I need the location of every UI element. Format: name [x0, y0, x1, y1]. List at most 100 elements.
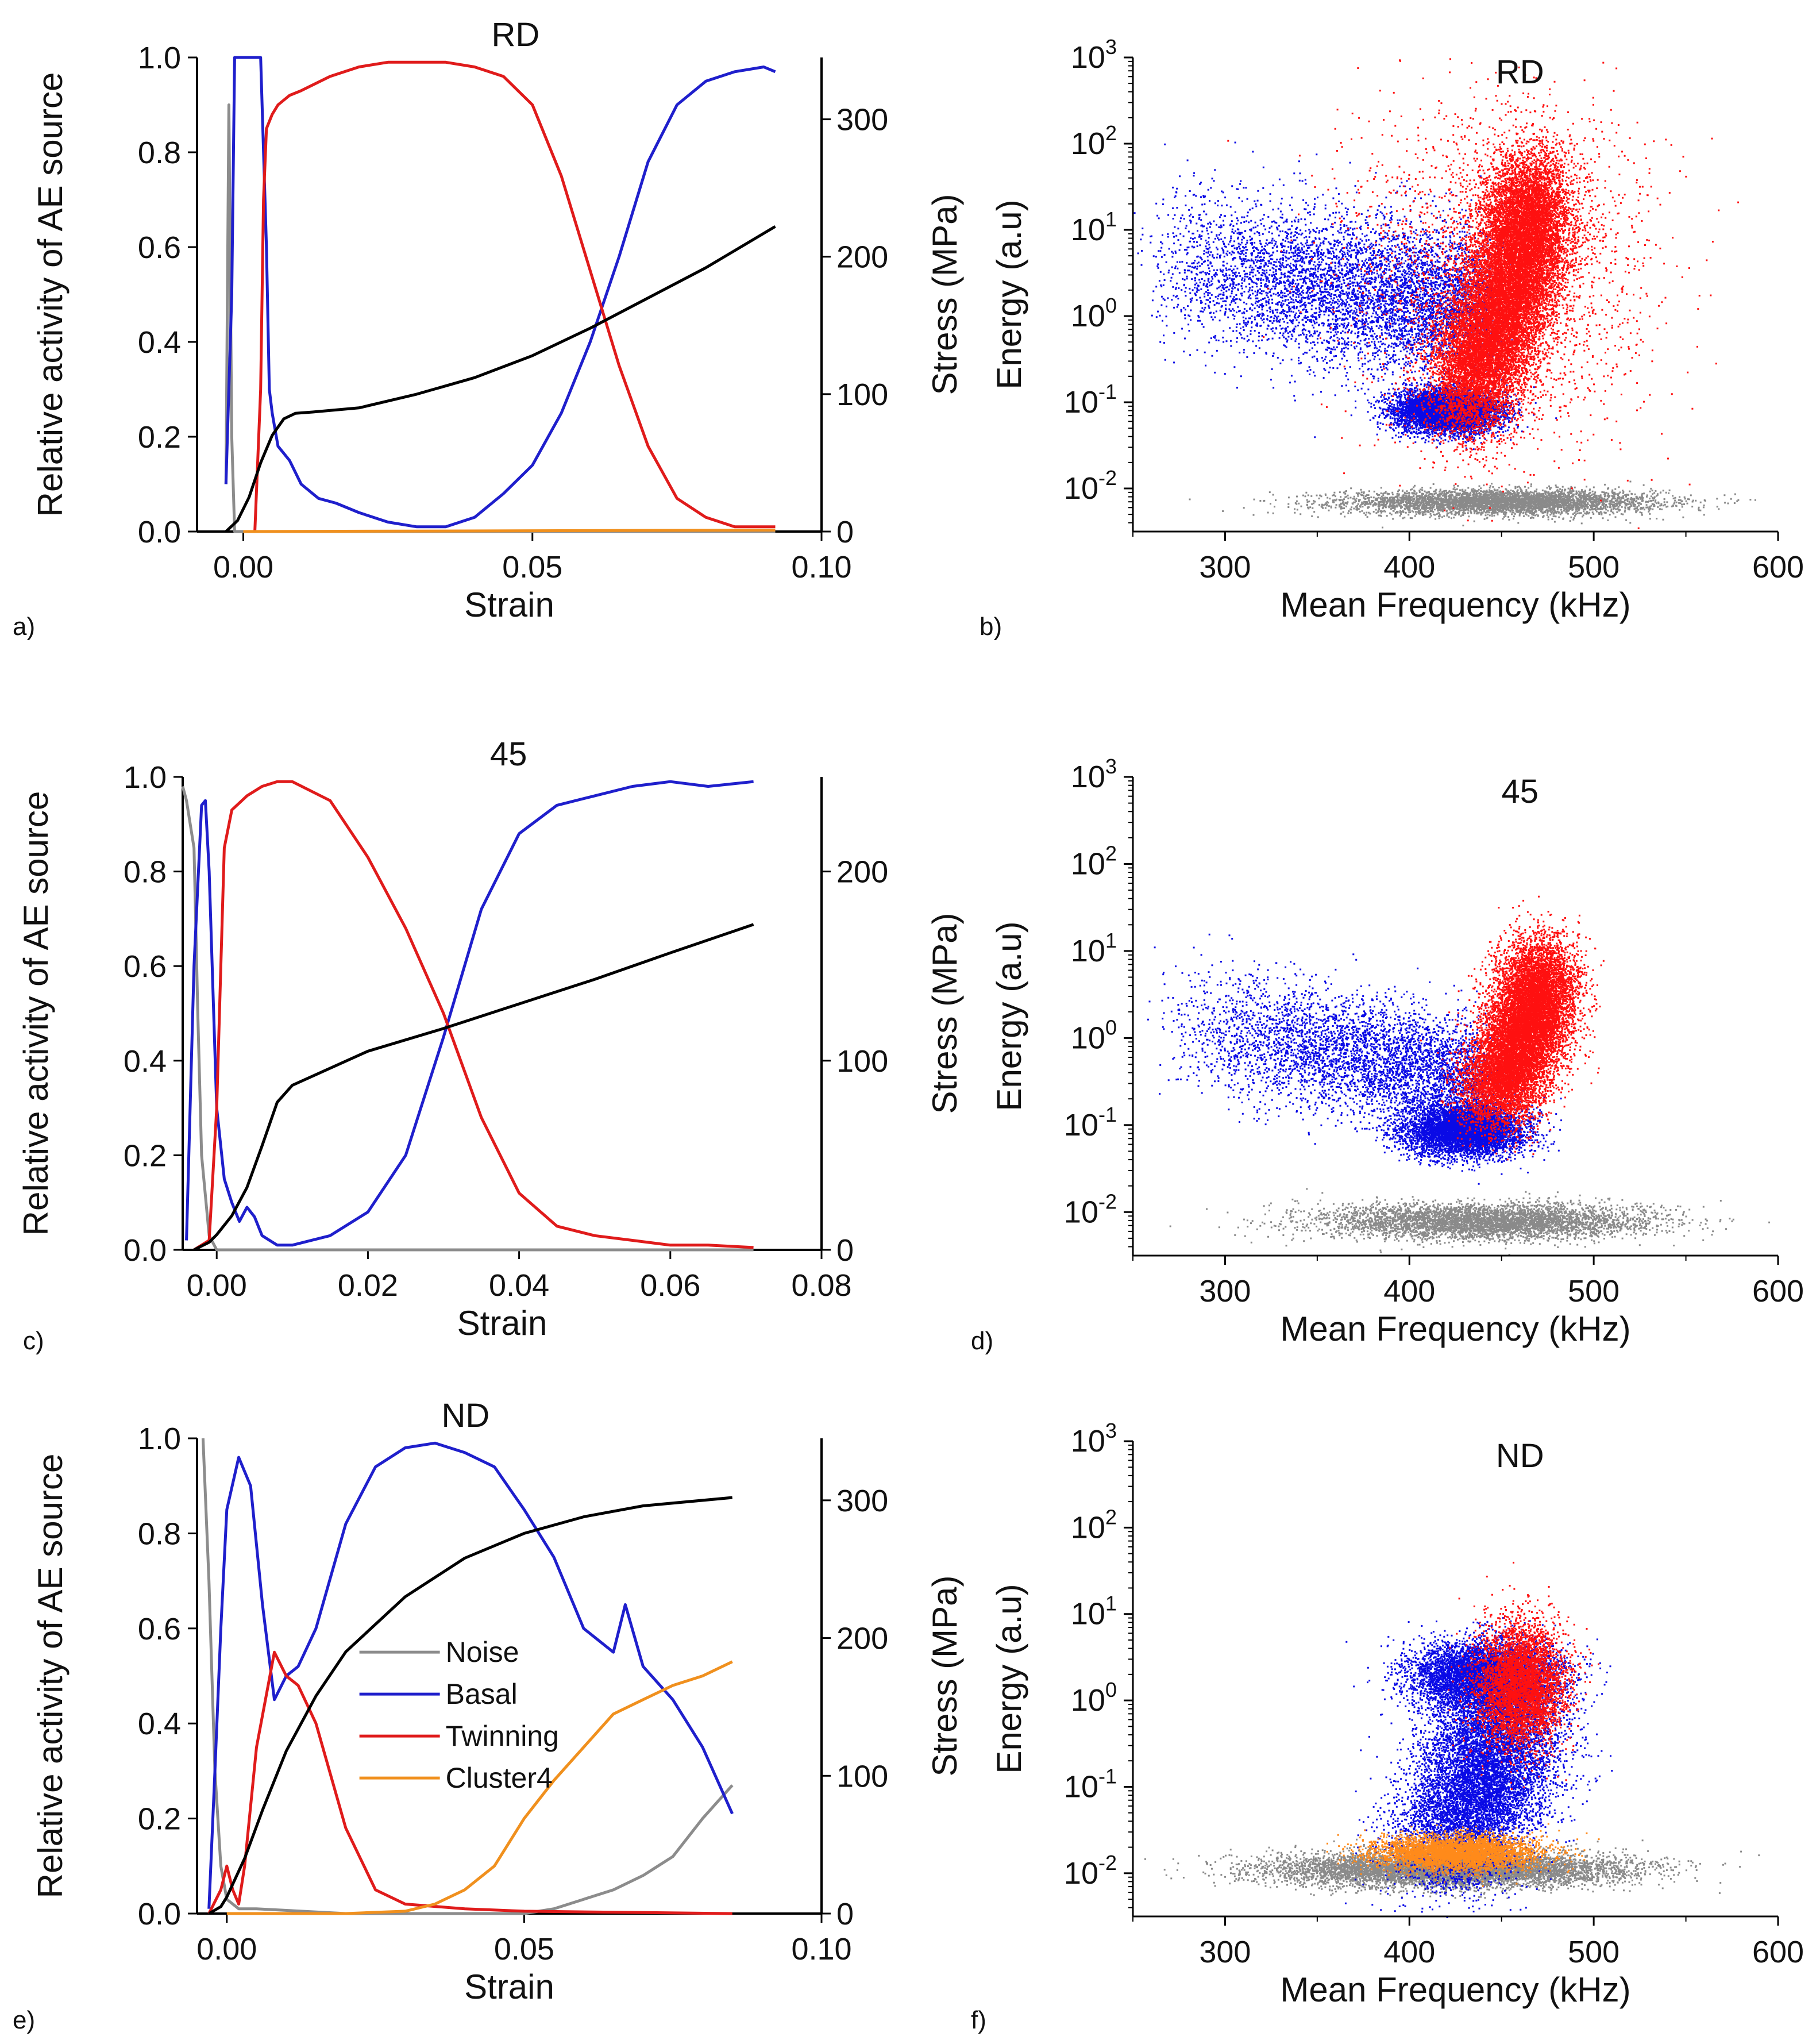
x-tick-label: 0.08	[791, 1268, 851, 1303]
x-axis-label: Mean Frequency (kHz)	[1280, 1970, 1630, 2009]
y-tick-label: 10-2	[1064, 1851, 1117, 1891]
y2-tick-label: 200	[836, 240, 888, 275]
y-tick-label: 10-2	[1064, 466, 1117, 506]
x-axis-label: Mean Frequency (kHz)	[1280, 1310, 1630, 1348]
y-tick-label: 0.6	[124, 949, 167, 984]
y-tick-label: 103	[1071, 1419, 1117, 1458]
x-tick-label: 0.00	[187, 1268, 247, 1303]
x-tick-label: 400	[1383, 1274, 1435, 1308]
x-tick-label: 400	[1383, 550, 1435, 584]
y-tick-label: 10-1	[1064, 380, 1117, 419]
panel-title: 45	[490, 736, 527, 773]
panel-e: 0.0 0.2 0.4 0.6 0.8 1.0 0 100 200 300 0.00 0.05 0.10…	[13, 1397, 964, 2034]
y-tick-label: 0.8	[138, 1516, 181, 1551]
y2-axis-label: Stress (MPa)	[926, 1575, 964, 1776]
y2-tick-label: 200	[836, 1622, 888, 1656]
x-tick-label: 0.05	[494, 1932, 554, 1966]
y-tick-label: 0.0	[138, 1897, 181, 1931]
panel-a: 0.0 0.2 0.4 0.6 0.8 1.0 0 100 200 300 0.00 0.05 0.10…	[13, 16, 964, 641]
y2-tick-label: 200	[836, 855, 888, 890]
y-tick-label: 0.4	[138, 1707, 181, 1741]
y-tick-label: 10-1	[1064, 1764, 1117, 1804]
x-axis-label: Mean Frequency (kHz)	[1280, 586, 1630, 624]
x-axis-label: Strain	[464, 1968, 554, 2006]
y-axis-label: Energy (a.u)	[990, 199, 1028, 389]
y2-tick-label: 0	[836, 1897, 854, 1931]
y-tick-label: 102	[1071, 841, 1117, 881]
y-tick-label: 101	[1071, 207, 1117, 247]
x-tick-label: 0.06	[640, 1268, 700, 1303]
y-tick-label: 0.2	[138, 420, 181, 455]
scatter-cluster-basal	[1133, 141, 1518, 438]
y-tick-label: 10-1	[1064, 1103, 1117, 1142]
panel-title: ND	[442, 1397, 490, 1434]
scatter-cluster-cluster4	[1326, 1823, 1600, 1887]
series-noise	[201, 1438, 734, 1915]
panel-f: 10-2 10-1 100 101 102 103 300 400 500 600 Mean Fre…	[971, 1419, 1804, 2034]
scatter-cluster-basal	[1350, 376, 1557, 451]
x-tick-label: 0.00	[196, 1932, 257, 1966]
y-tick-label: 1.0	[138, 41, 181, 75]
panel-title: 45	[1502, 773, 1539, 810]
x-tick-label: 0.00	[213, 550, 273, 584]
x-tick-label: 0.10	[791, 1932, 851, 1966]
y-tick-label: 0.6	[138, 1612, 181, 1646]
legend-label-basal: Basal	[446, 1678, 518, 1710]
y-tick-label: 102	[1071, 1505, 1117, 1545]
x-tick-label: 400	[1383, 1935, 1435, 1969]
series-twinning	[243, 60, 776, 533]
y2-tick-label: 100	[836, 1044, 888, 1079]
scatter-cluster-noise	[1189, 480, 1756, 529]
x-tick-label: 500	[1568, 1274, 1620, 1308]
x-tick-label: 0.02	[338, 1268, 398, 1303]
y-tick-label: 0.4	[124, 1044, 167, 1079]
y-tick-label: 0.2	[138, 1802, 181, 1837]
x-tick-label: 600	[1752, 1935, 1804, 1969]
x-tick-label: 300	[1199, 1935, 1251, 1969]
x-tick-label: 500	[1568, 550, 1620, 584]
y-tick-label: 103	[1071, 755, 1117, 794]
scatter-cluster-twinning	[1406, 94, 1614, 478]
y-axis-label: Relative activity of AE source	[31, 1454, 70, 1899]
panel-b: 10-2 10-1 100 101 102 103 300 400 500 600 Mean Fre…	[980, 35, 1804, 641]
series-basal	[185, 780, 754, 1247]
series-cluster4	[243, 529, 776, 533]
y-tick-label: 0.0	[124, 1233, 167, 1268]
y-tick-label: 101	[1071, 929, 1117, 968]
legend-label-twinning: Twinning	[446, 1720, 559, 1752]
x-tick-label: 0.10	[791, 550, 851, 584]
y-tick-label: 100	[1071, 1678, 1117, 1718]
y2-tick-label: 300	[836, 1484, 888, 1518]
y-tick-label: 0.2	[124, 1138, 167, 1173]
y2-tick-label: 0	[836, 1233, 854, 1268]
series-basal	[207, 1441, 734, 1909]
y2-tick-label: 300	[836, 103, 888, 137]
scatter-cluster-basal	[1147, 933, 1520, 1185]
y-tick-label: 0.8	[138, 136, 181, 170]
scatter-cluster-noise	[1169, 1188, 1771, 1256]
series-noise	[181, 786, 754, 1252]
panel-label: a)	[13, 613, 35, 641]
panel-title: ND	[1496, 1437, 1544, 1475]
x-tick-label: 300	[1199, 550, 1251, 584]
y-axis-label: Relative activity of AE source	[17, 791, 55, 1236]
scatter-cluster-basal	[1363, 1084, 1563, 1175]
y2-tick-label: 100	[836, 1759, 888, 1793]
y-tick-label: 10-2	[1064, 1190, 1117, 1229]
y-tick-label: 1.0	[138, 1422, 181, 1456]
y2-axis-label: Stress (MPa)	[926, 194, 964, 395]
scatter-cluster-twinning	[1448, 1561, 1599, 1790]
x-tick-label: 300	[1199, 1274, 1251, 1308]
panel-title: RD	[491, 16, 539, 53]
y-tick-label: 102	[1071, 121, 1117, 161]
y-tick-label: 1.0	[124, 760, 167, 795]
x-axis-label: Strain	[464, 586, 554, 624]
y-tick-label: 0.8	[124, 855, 167, 890]
panel-c: 0.0 0.2 0.4 0.6 0.8 1.0 0 100 200 0.00 0.02 0.04 0.0…	[17, 736, 964, 1355]
panel-d: 10-2 10-1 100 101 102 103 300 400 500 600 Mean Fre…	[971, 755, 1804, 1355]
panel-label: d)	[971, 1327, 993, 1355]
y-axis-label: Energy (a.u)	[990, 921, 1028, 1111]
y2-axis-label: Stress (MPa)	[926, 913, 964, 1114]
x-tick-label: 600	[1752, 1274, 1804, 1308]
y-axis-label: Energy (a.u)	[990, 1584, 1028, 1773]
